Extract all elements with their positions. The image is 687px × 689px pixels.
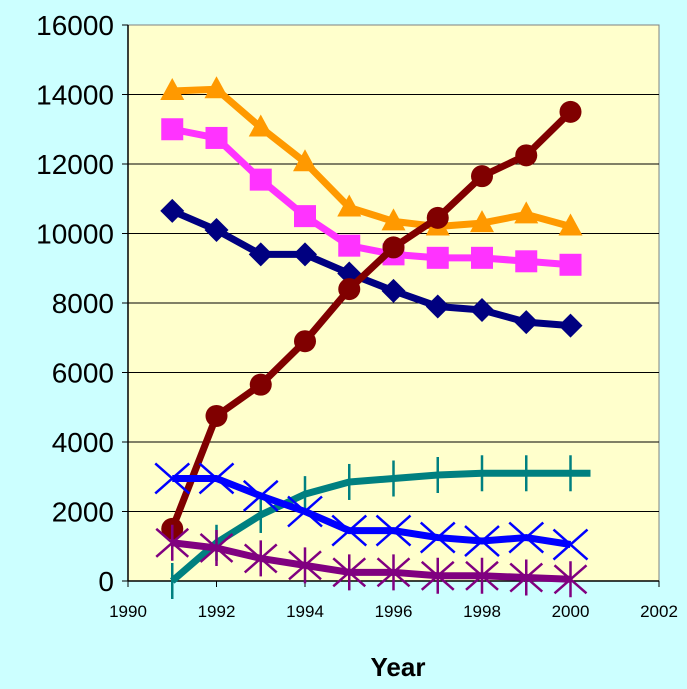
data-point	[288, 547, 322, 584]
data-point	[161, 118, 184, 141]
x-axis-label: Year	[371, 652, 426, 682]
series-group	[154, 76, 591, 599]
data-point	[294, 205, 316, 228]
data-point	[425, 294, 450, 319]
y-tick-label: 0	[98, 566, 114, 597]
data-point	[160, 78, 185, 101]
data-point	[249, 168, 272, 191]
data-point	[331, 514, 368, 547]
y-tick-label: 6000	[52, 358, 114, 389]
data-point	[558, 313, 583, 338]
data-point	[514, 310, 539, 335]
data-point	[470, 210, 494, 233]
data-point	[420, 557, 455, 594]
series-star	[155, 524, 588, 598]
data-point	[160, 198, 185, 223]
data-point	[514, 201, 539, 224]
x-tick-label: 2000	[552, 602, 590, 621]
series-line	[172, 85, 572, 231]
y-tick-label: 16000	[36, 10, 114, 41]
x-tick-label: 1990	[109, 602, 147, 621]
data-point	[515, 144, 538, 167]
y-tick-label: 8000	[52, 288, 114, 319]
data-point	[332, 554, 367, 591]
x-tick-label: 2002	[640, 602, 678, 621]
data-point	[155, 524, 190, 561]
data-point	[293, 242, 317, 267]
series-x	[154, 462, 589, 561]
y-tick-label: 2000	[52, 497, 114, 528]
data-point	[338, 234, 361, 257]
x-tick-label: 1994	[286, 602, 324, 621]
data-point	[204, 76, 229, 99]
series-plus	[169, 455, 591, 599]
data-point	[470, 297, 494, 322]
y-tick-label: 4000	[52, 427, 114, 458]
data-point	[242, 479, 279, 512]
y-tick-label: 12000	[36, 149, 114, 180]
data-point	[375, 514, 412, 547]
data-point	[204, 218, 229, 243]
series-line	[170, 207, 571, 330]
data-point	[376, 554, 411, 591]
series-line	[171, 539, 571, 583]
data-point	[382, 236, 405, 259]
data-point	[243, 540, 278, 577]
data-point	[471, 246, 493, 269]
x-axis-ticks: 1990 1992 1994 1996 1998 2000 2002	[109, 581, 678, 621]
data-point	[205, 404, 228, 427]
y-tick-label: 14000	[36, 80, 114, 111]
series-line	[168, 109, 573, 531]
data-point	[199, 529, 234, 566]
data-point	[559, 253, 582, 276]
data-point	[553, 561, 588, 598]
data-point	[248, 114, 273, 137]
data-point	[464, 525, 500, 557]
data-point	[552, 528, 589, 561]
x-tick-label: 1996	[375, 602, 413, 621]
data-point	[154, 462, 191, 495]
data-point	[248, 242, 273, 267]
series-line	[171, 125, 571, 269]
data-point	[509, 559, 544, 596]
data-point	[419, 521, 456, 554]
series-line	[172, 474, 572, 548]
series-diamond	[160, 198, 583, 338]
data-point	[249, 373, 272, 396]
data-point	[287, 495, 323, 528]
data-point	[198, 462, 235, 495]
y-tick-label: 10000	[36, 219, 114, 250]
data-point	[338, 278, 361, 301]
data-point	[558, 213, 583, 236]
data-point	[381, 278, 406, 303]
data-point	[426, 246, 449, 269]
data-point	[515, 250, 538, 273]
data-point	[465, 557, 499, 594]
data-point	[294, 330, 316, 353]
data-point	[205, 126, 228, 149]
x-tick-label: 1992	[198, 602, 236, 621]
y-axis-ticks: 0 2000 4000 6000 8000 10000 12000 14000 16000	[36, 10, 128, 597]
data-point	[293, 149, 317, 172]
data-point	[381, 208, 406, 231]
data-point	[337, 194, 362, 217]
series-square	[161, 118, 582, 276]
series-triangle	[160, 76, 583, 236]
data-point	[508, 521, 545, 554]
data-point	[471, 165, 493, 188]
data-point	[426, 206, 449, 229]
data-point	[559, 100, 582, 123]
x-tick-label: 1998	[463, 602, 501, 621]
series-circle	[161, 100, 582, 540]
